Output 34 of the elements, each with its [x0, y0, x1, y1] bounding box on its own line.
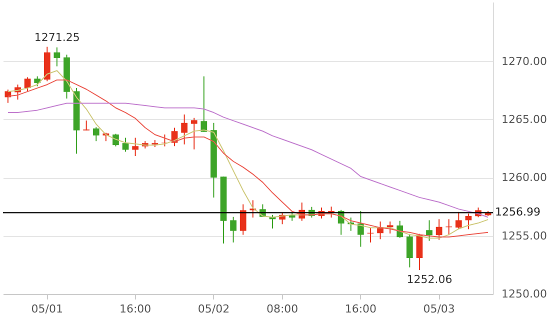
candlestick	[426, 220, 432, 242]
candlestick	[240, 204, 246, 236]
candlestick	[34, 76, 41, 87]
candlestick	[396, 220, 404, 238]
candlestick	[386, 221, 394, 234]
annotation: 1252.06	[406, 273, 452, 286]
x-tick-label: 16:00	[119, 302, 152, 316]
x-tick-label: 16:00	[344, 302, 377, 316]
x-tick-label: 05/02	[198, 302, 230, 316]
candlestick	[112, 133, 119, 147]
candlestick	[436, 218, 442, 240]
candlestick	[230, 216, 236, 243]
candlestick	[54, 46, 60, 67]
line-series	[7, 102, 489, 218]
candlestick	[357, 210, 364, 248]
annotation: 1271.25	[34, 30, 80, 44]
ref-line-label: 1256.99	[495, 206, 540, 219]
y-tick-label: 1260.00	[502, 171, 547, 184]
candlestick	[190, 117, 198, 150]
y-tick-label: 1265.00	[502, 113, 547, 126]
candlestick	[132, 137, 139, 157]
x-tick-label: 05/03	[423, 302, 455, 316]
y-tick-label: 1250.00	[502, 288, 547, 300]
candlestick	[455, 211, 462, 230]
candlestick	[181, 114, 188, 145]
candlestick	[92, 126, 100, 142]
candlestick	[406, 233, 413, 268]
y-tick-label: 1255.00	[502, 229, 547, 242]
candlestick	[200, 76, 208, 132]
x-tick-label: 08:00	[266, 302, 298, 316]
x-tick-label: 05/01	[31, 302, 63, 316]
candlestick	[83, 120, 90, 131]
candlestick	[24, 76, 31, 92]
y-tick-label: 1270.00	[502, 54, 547, 68]
